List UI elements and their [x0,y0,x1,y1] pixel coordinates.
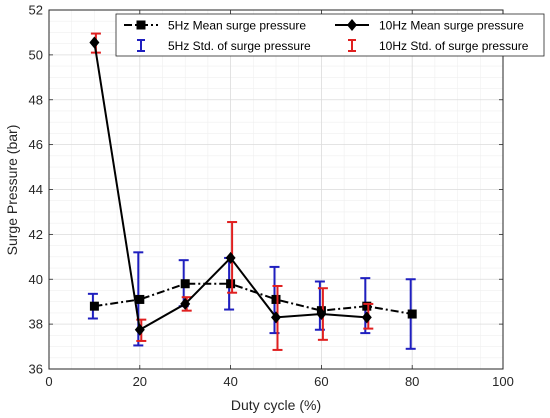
data-point [226,279,236,289]
series-layer [87,32,417,351]
x-tick-label: 80 [405,374,419,389]
x-tick-label: 20 [133,374,147,389]
data-point [362,301,372,311]
legend-label-std: 10Hz Std. of surge pressure [379,39,529,53]
axis-ticks [48,9,504,370]
series-10hz [89,32,374,351]
x-tick-label: 60 [314,374,328,389]
y-tick-label: 38 [29,317,43,332]
data-point [271,294,281,304]
markers [89,36,372,336]
x-tick-labels: 0 20 40 60 80 100 [45,374,513,389]
legend-marker [347,19,357,31]
x-tick-label: 100 [492,374,514,389]
y-tick-label: 42 [29,227,43,242]
y-tick-label: 44 [29,182,43,197]
data-point [180,279,190,289]
legend-label-mean: 10Hz Mean surge pressure [379,19,524,33]
y-axis-title: Surge Pressure (bar) [4,125,20,256]
legend-entry-mean: 10Hz Mean surge pressure [335,19,524,33]
data-point [89,301,99,311]
series-line [94,282,413,316]
legend-label-mean: 5Hz Mean surge pressure [168,19,306,33]
x-tick-label: 40 [223,374,237,389]
data-point [361,311,372,324]
y-tick-labels: 36 38 40 42 44 46 48 50 52 [29,3,43,377]
y-tick-label: 52 [29,3,43,18]
data-point [316,308,327,321]
data-point [407,309,417,319]
data-point [271,311,281,324]
y-tick-label: 40 [29,272,43,287]
data-point [180,297,191,310]
y-tick-label: 50 [29,47,43,62]
legend-box [115,13,545,57]
data-point [225,251,236,264]
legend: 5Hz Mean surge pressure 5Hz Std. of surge… [115,13,545,57]
legend-entry-mean: 5Hz Mean surge pressure [124,19,306,33]
x-axis-title: Duty cycle (%) [231,397,321,413]
data-point [134,323,145,336]
legend-marker [136,20,146,30]
series-5hz [87,251,417,350]
legend-entries: 5Hz Mean surge pressure 5Hz Std. of surge… [124,19,529,53]
y-tick-label: 36 [29,362,43,377]
legend-entry-std: 10Hz Std. of surge pressure [348,39,529,53]
y-tick-label: 48 [29,92,43,107]
y-tick-label: 46 [29,137,43,152]
legend-entry-std: 5Hz Std. of surge pressure [137,39,311,53]
data-point [135,294,145,304]
legend-label-std: 5Hz Std. of surge pressure [168,39,311,53]
x-tick-label: 0 [45,374,52,389]
data-point [89,36,100,49]
